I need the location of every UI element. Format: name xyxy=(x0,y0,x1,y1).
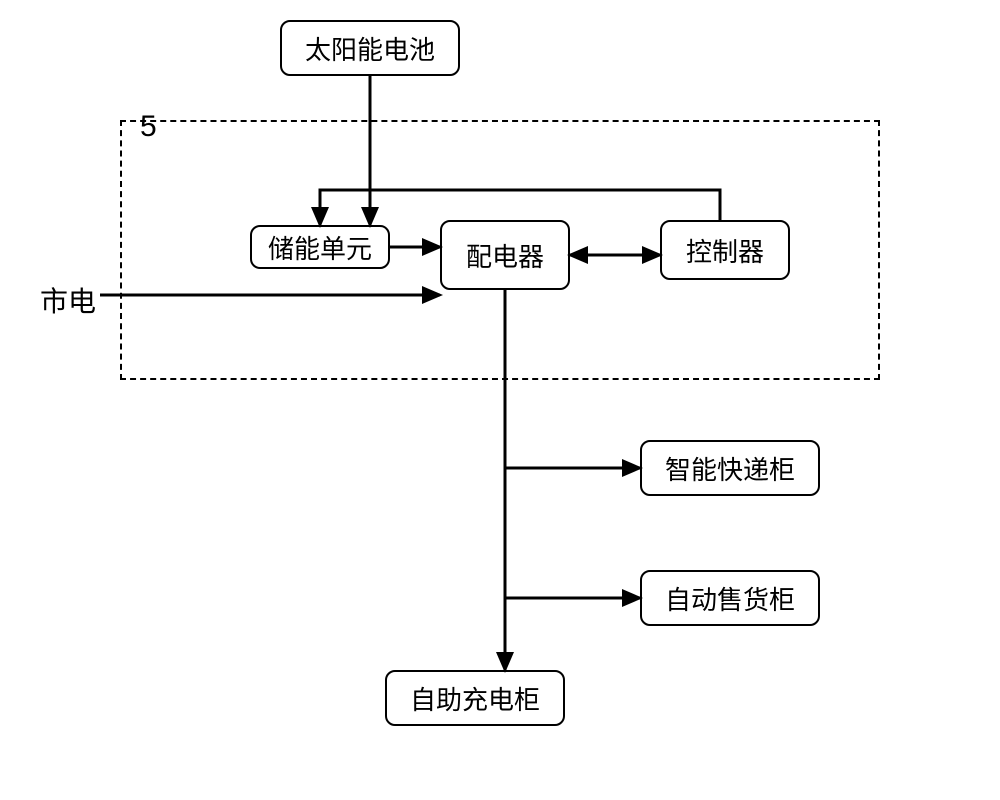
node-storage: 储能单元 xyxy=(250,225,390,269)
node-vending: 自动售货柜 xyxy=(640,570,820,626)
node-vending-label: 自动售货柜 xyxy=(665,580,795,617)
node-storage-label: 储能单元 xyxy=(268,229,372,266)
node-express: 智能快递柜 xyxy=(640,440,820,496)
node-distrib-label: 配电器 xyxy=(466,237,544,274)
node-charging: 自助充电柜 xyxy=(385,670,565,726)
node-solar: 太阳能电池 xyxy=(280,20,460,76)
node-distrib: 配电器 xyxy=(440,220,570,290)
node-solar-label: 太阳能电池 xyxy=(305,30,435,67)
label-mains: 市电 xyxy=(40,280,96,320)
region-5-label: 5 xyxy=(140,110,157,144)
node-controller: 控制器 xyxy=(660,220,790,280)
node-express-label: 智能快递柜 xyxy=(665,450,795,487)
node-charging-label: 自助充电柜 xyxy=(410,680,540,717)
node-controller-label: 控制器 xyxy=(686,232,764,269)
diagram-canvas: 5 太阳能电池 储能单元 配电器 控制器 智能快递柜 自动售货柜 自助充电柜 市… xyxy=(0,0,1000,800)
